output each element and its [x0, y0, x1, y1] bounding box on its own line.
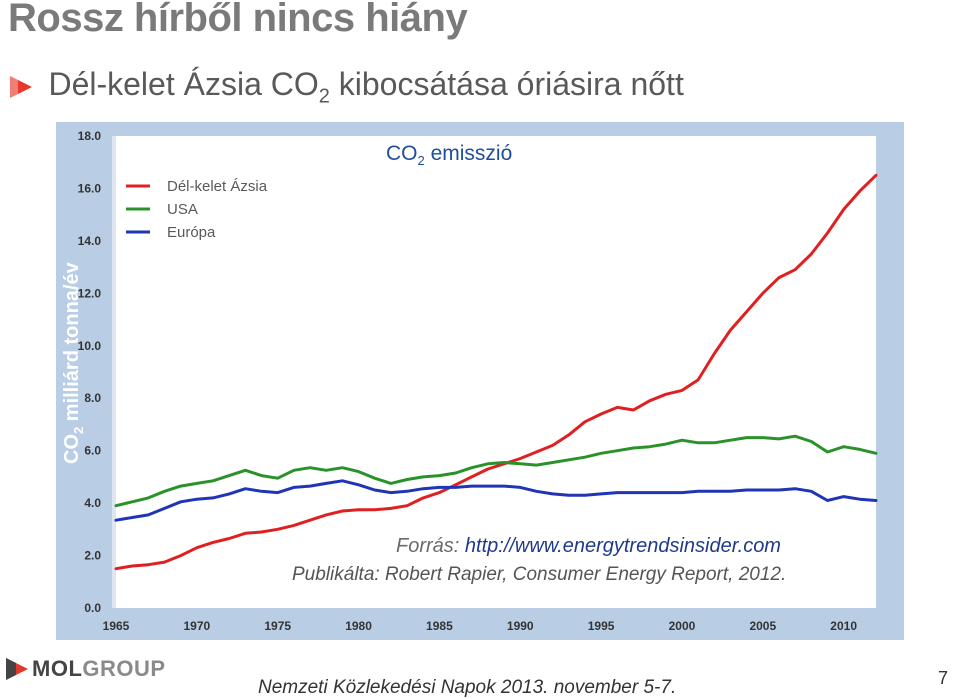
- chart-panel: CO2 milliárd tonna/év 0.0 2.0 4.0 6.0 8.0 10.…: [56, 122, 904, 640]
- source-line: Forrás: http://www.energytrendsinsider.c…: [396, 535, 781, 557]
- series-line-2: [114, 479, 878, 522]
- mol-group-logo-icon: [6, 658, 28, 680]
- mol-group-logo: MOLGROUP: [6, 656, 166, 682]
- slide-subtitle: Dél-kelet Ázsia CO2 kibocsátása óriásira…: [48, 66, 684, 108]
- y-tick-label: 4.0: [84, 496, 101, 510]
- x-tick-label: 1990: [507, 619, 534, 633]
- y-tick-label: 16.0: [78, 181, 102, 195]
- x-tick-label: 1980: [345, 619, 372, 633]
- plot-area: [116, 136, 876, 608]
- x-axis-ticks: 1965 1970 1975 1980 1985 1990 1995 2000 2005 2010: [103, 619, 858, 633]
- plot-area-left-edge: [112, 136, 116, 608]
- x-tick-label: 1965: [103, 619, 130, 633]
- legend-label: USA: [167, 201, 198, 218]
- y-tick-label: 0.0: [84, 601, 101, 615]
- chart-legend: Dél-kelet Ázsia USA Európa: [126, 178, 268, 241]
- y-axis-ticks: 0.0 2.0 4.0 6.0 8.0 10.0 12.0 14.0 16.0 18.0: [78, 129, 102, 615]
- x-tick-label: 1995: [588, 619, 615, 633]
- page-number: 7: [938, 668, 949, 688]
- slide-title: Rossz hírből nincs hiány: [8, 0, 468, 40]
- y-tick-label: 12.0: [78, 286, 102, 300]
- x-tick-label: 2000: [669, 619, 696, 633]
- x-tick-label: 2010: [830, 619, 857, 633]
- x-tick-label: 1985: [426, 619, 453, 633]
- co2-emission-chart: CO2 milliárd tonna/év 0.0 2.0 4.0 6.0 8.0 10.…: [61, 129, 878, 633]
- published-by: Publikálta: Robert Rapier, Consumer Ener…: [292, 564, 786, 585]
- logo-text: MOLGROUP: [32, 656, 166, 681]
- y-tick-label: 18.0: [78, 129, 102, 143]
- footer-text: Nemzeti Közlekedési Napok 2013. november…: [258, 677, 677, 698]
- y-tick-label: 6.0: [84, 444, 101, 458]
- y-axis-label: CO2 milliárd tonna/év: [61, 261, 86, 464]
- y-tick-label: 14.0: [78, 234, 102, 248]
- triangle-bullet-icon: [10, 76, 32, 99]
- y-tick-label: 10.0: [78, 339, 102, 353]
- legend-label: Európa: [167, 224, 216, 241]
- x-tick-label: 1970: [183, 619, 210, 633]
- series-line-0: [114, 173, 878, 571]
- subtitle-row: Dél-kelet Ázsia CO2 kibocsátása óriásira…: [6, 66, 684, 108]
- series-line-1: [114, 434, 878, 508]
- legend-label: Dél-kelet Ázsia: [167, 178, 268, 195]
- y-tick-label: 2.0: [84, 549, 101, 563]
- y-tick-label: 8.0: [84, 391, 101, 405]
- x-tick-label: 1975: [264, 619, 291, 633]
- series-lines: [114, 173, 878, 571]
- chart-title: CO2 emisszió: [386, 142, 512, 168]
- x-tick-label: 2005: [749, 619, 776, 633]
